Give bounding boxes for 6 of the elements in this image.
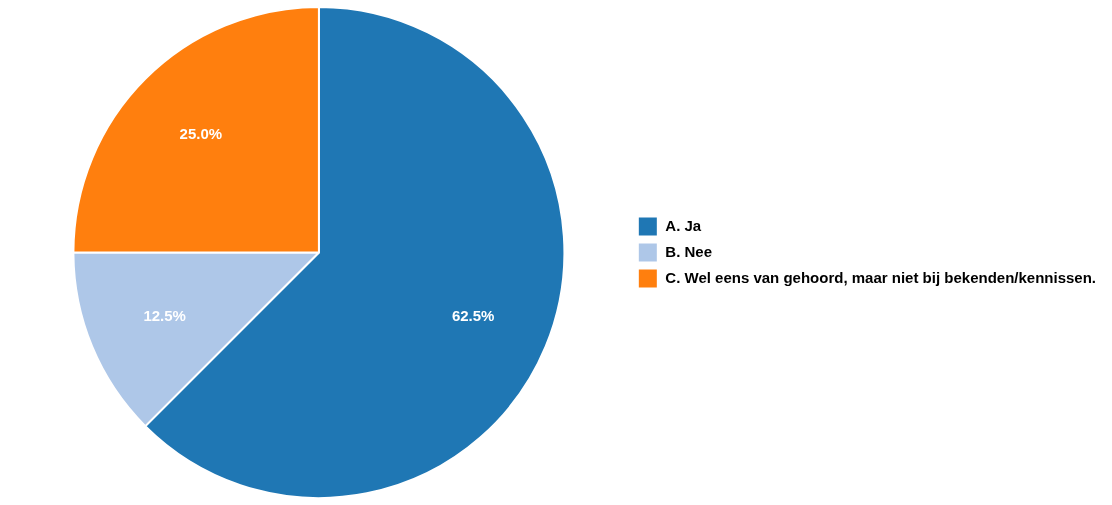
data-label: 62.5% — [451, 306, 495, 324]
data-label: 12.5% — [143, 306, 186, 324]
legend-label: B. Nee — [665, 242, 713, 260]
legend-label: A. Ja — [665, 216, 702, 234]
data-label: 25.0% — [179, 124, 223, 142]
legend-label: C. Wel eens van gehoord, maar niet bij bekenden/kennissen. — [665, 268, 1097, 286]
